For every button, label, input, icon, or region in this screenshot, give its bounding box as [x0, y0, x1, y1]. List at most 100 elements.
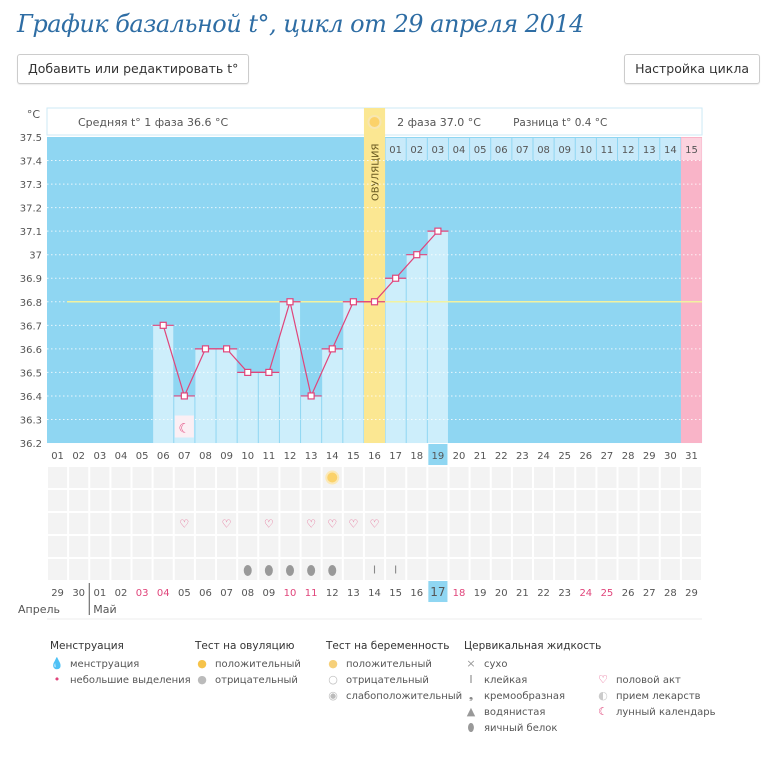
- calendar-date-label[interactable]: 20: [495, 588, 508, 599]
- marker-cell[interactable]: [111, 467, 131, 489]
- calendar-date-label[interactable]: 02: [115, 588, 128, 599]
- temperature-point[interactable]: [392, 274, 400, 282]
- temperature-point[interactable]: [370, 298, 379, 306]
- marker-cell[interactable]: [512, 467, 532, 489]
- marker-cell[interactable]: [90, 559, 110, 581]
- cycle-day-label[interactable]: 19: [432, 451, 445, 462]
- marker-cell[interactable]: [343, 467, 363, 489]
- marker-cell[interactable]: [174, 536, 194, 558]
- marker-cell[interactable]: [69, 490, 89, 512]
- temperature-point[interactable]: [180, 392, 188, 400]
- marker-cell[interactable]: [576, 513, 596, 535]
- marker-cell[interactable]: [639, 513, 659, 535]
- calendar-date-label[interactable]: 13: [347, 588, 360, 599]
- cycle-day-label[interactable]: 13: [305, 451, 318, 462]
- calendar-date-label[interactable]: 06: [199, 588, 212, 599]
- marker-cell[interactable]: [618, 467, 638, 489]
- marker-cell[interactable]: [533, 513, 554, 535]
- marker-cell[interactable]: [301, 513, 321, 535]
- calendar-date-label[interactable]: 23: [558, 588, 571, 599]
- marker-cell[interactable]: [491, 536, 511, 558]
- marker-cell[interactable]: [111, 559, 131, 581]
- cycle-day-label[interactable]: 31: [685, 451, 698, 462]
- marker-cell[interactable]: [449, 467, 469, 489]
- cycle-day-label[interactable]: 29: [643, 451, 656, 462]
- marker-cell[interactable]: [681, 490, 702, 512]
- marker-cell[interactable]: [364, 513, 385, 535]
- marker-cell[interactable]: [533, 467, 554, 489]
- marker-cell[interactable]: [132, 536, 152, 558]
- marker-cell[interactable]: [660, 536, 680, 558]
- marker-cell[interactable]: [48, 467, 68, 489]
- marker-cell[interactable]: [555, 559, 575, 581]
- marker-cell[interactable]: [470, 467, 490, 489]
- marker-cell[interactable]: [217, 467, 237, 489]
- marker-cell[interactable]: [639, 559, 659, 581]
- marker-cell[interactable]: [238, 467, 258, 489]
- marker-cell[interactable]: [555, 513, 575, 535]
- marker-cell[interactable]: [238, 513, 258, 535]
- marker-cell[interactable]: [428, 490, 448, 512]
- cycle-day-label[interactable]: 06: [157, 451, 170, 462]
- cycle-day-label[interactable]: 28: [622, 451, 635, 462]
- cycle-day-label[interactable]: 17: [389, 451, 402, 462]
- marker-cell[interactable]: [174, 513, 194, 535]
- calendar-date-label[interactable]: 28: [664, 588, 677, 599]
- marker-cell[interactable]: [428, 513, 448, 535]
- calendar-date-label[interactable]: 25: [601, 588, 614, 599]
- marker-cell[interactable]: [364, 467, 385, 489]
- marker-cell[interactable]: [217, 490, 237, 512]
- marker-cell[interactable]: [681, 536, 702, 558]
- marker-cell[interactable]: [597, 513, 617, 535]
- cycle-day-label[interactable]: 08: [199, 451, 212, 462]
- cycle-day-label[interactable]: 22: [495, 451, 508, 462]
- calendar-date-label[interactable]: 01: [93, 588, 106, 599]
- calendar-date-label[interactable]: 07: [220, 588, 233, 599]
- marker-cell[interactable]: [111, 536, 131, 558]
- calendar-date-label[interactable]: 29: [51, 588, 64, 599]
- cycle-day-label[interactable]: 15: [347, 451, 360, 462]
- marker-cell[interactable]: [491, 467, 511, 489]
- temperature-point[interactable]: [265, 368, 273, 376]
- cycle-day-label[interactable]: 16: [368, 451, 381, 462]
- marker-cell[interactable]: [48, 513, 68, 535]
- marker-cell[interactable]: [449, 536, 469, 558]
- calendar-date-label[interactable]: 12: [326, 588, 339, 599]
- marker-cell[interactable]: [512, 490, 532, 512]
- marker-cell[interactable]: [660, 513, 680, 535]
- marker-cell[interactable]: [660, 559, 680, 581]
- marker-cell[interactable]: [174, 467, 194, 489]
- temperature-point[interactable]: [413, 251, 421, 259]
- marker-cell[interactable]: [322, 536, 342, 558]
- marker-cell[interactable]: [491, 513, 511, 535]
- marker-cell[interactable]: [153, 559, 173, 581]
- calendar-date-label[interactable]: 05: [178, 588, 191, 599]
- cycle-day-label[interactable]: 12: [284, 451, 297, 462]
- marker-cell[interactable]: [386, 490, 406, 512]
- marker-cell[interactable]: [111, 513, 131, 535]
- marker-cell[interactable]: [280, 490, 300, 512]
- edit-temperature-button[interactable]: Добавить или редактировать t°: [17, 54, 250, 84]
- cycle-settings-button[interactable]: Настройка цикла: [624, 54, 760, 84]
- marker-cell[interactable]: [259, 513, 279, 535]
- marker-cell[interactable]: [618, 559, 638, 581]
- cycle-day-label[interactable]: 21: [474, 451, 487, 462]
- marker-cell[interactable]: [153, 513, 173, 535]
- marker-cell[interactable]: [639, 467, 659, 489]
- cycle-day-label[interactable]: 14: [326, 451, 339, 462]
- marker-cell[interactable]: [259, 467, 279, 489]
- marker-cell[interactable]: [301, 536, 321, 558]
- cycle-day-label[interactable]: 02: [72, 451, 85, 462]
- marker-cell[interactable]: [555, 536, 575, 558]
- calendar-date-label[interactable]: 22: [537, 588, 550, 599]
- calendar-date-label[interactable]: 24: [579, 588, 592, 599]
- marker-cell[interactable]: [428, 467, 448, 489]
- marker-cell[interactable]: [343, 536, 363, 558]
- marker-cell[interactable]: [322, 490, 342, 512]
- cycle-day-label[interactable]: 07: [178, 451, 191, 462]
- marker-cell[interactable]: [407, 467, 427, 489]
- calendar-date-label[interactable]: 17: [430, 585, 445, 599]
- marker-cell[interactable]: [576, 559, 596, 581]
- marker-cell[interactable]: [301, 467, 321, 489]
- marker-cell[interactable]: [280, 513, 300, 535]
